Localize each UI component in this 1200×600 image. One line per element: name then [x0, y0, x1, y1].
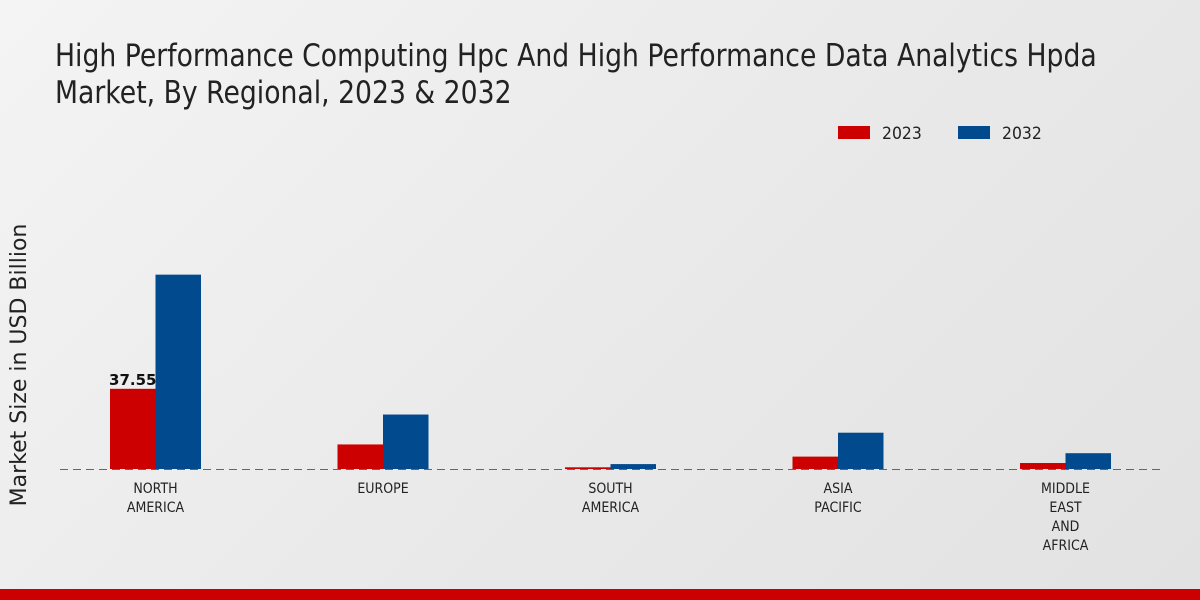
bar-2032-2 [610, 464, 656, 469]
y-axis-label: Market Size in USD Billion [7, 224, 32, 507]
bar-2032-4 [1065, 453, 1111, 469]
chart-title-line-1: High Performance Computing Hpc And High … [55, 38, 1097, 74]
bar-2023-3 [792, 456, 838, 469]
x-tick-label: AMERICA [582, 500, 639, 516]
chart-title: High Performance Computing Hpc And High … [55, 38, 1097, 112]
bar-2023-2 [565, 467, 611, 469]
bar-2023-0 [110, 388, 156, 469]
x-tick-label: MIDDLE [1041, 481, 1090, 497]
chart-title-line-2: Market, By Regional, 2023 & 2032 [55, 75, 512, 111]
legend-swatch-2032 [958, 126, 990, 139]
bar-2023-4 [1020, 463, 1066, 469]
x-tick-label: AFRICA [1043, 538, 1089, 554]
x-tick-label: AND [1052, 519, 1080, 535]
bar-2032-1 [383, 414, 429, 469]
legend-label-2032: 2032 [1002, 123, 1042, 143]
bar-2032-3 [838, 432, 884, 469]
x-tick-label: EUROPE [357, 481, 408, 497]
data-labels: 37.55 [109, 371, 156, 389]
x-tick-label: PACIFIC [814, 500, 861, 516]
bar-2032-0 [155, 274, 201, 469]
bars-group [110, 274, 1111, 469]
legend-swatch-2023 [838, 126, 870, 139]
x-tick-label: SOUTH [588, 481, 632, 497]
data-label: 37.55 [109, 371, 156, 389]
x-tick-label: AMERICA [127, 500, 184, 516]
legend-label-2023: 2023 [882, 123, 922, 143]
bar-2023-1 [337, 444, 383, 469]
x-tick-label: ASIA [824, 481, 853, 497]
x-tick-label: NORTH [133, 481, 177, 497]
x-tick-labels: NORTH AMERICA EUROPE SOUTH AMERICA ASIA PACIFI… [127, 481, 1090, 554]
legend: 2023 2032 [838, 123, 1042, 143]
x-tick-label: EAST [1049, 500, 1082, 516]
footer-bar [0, 589, 1200, 600]
